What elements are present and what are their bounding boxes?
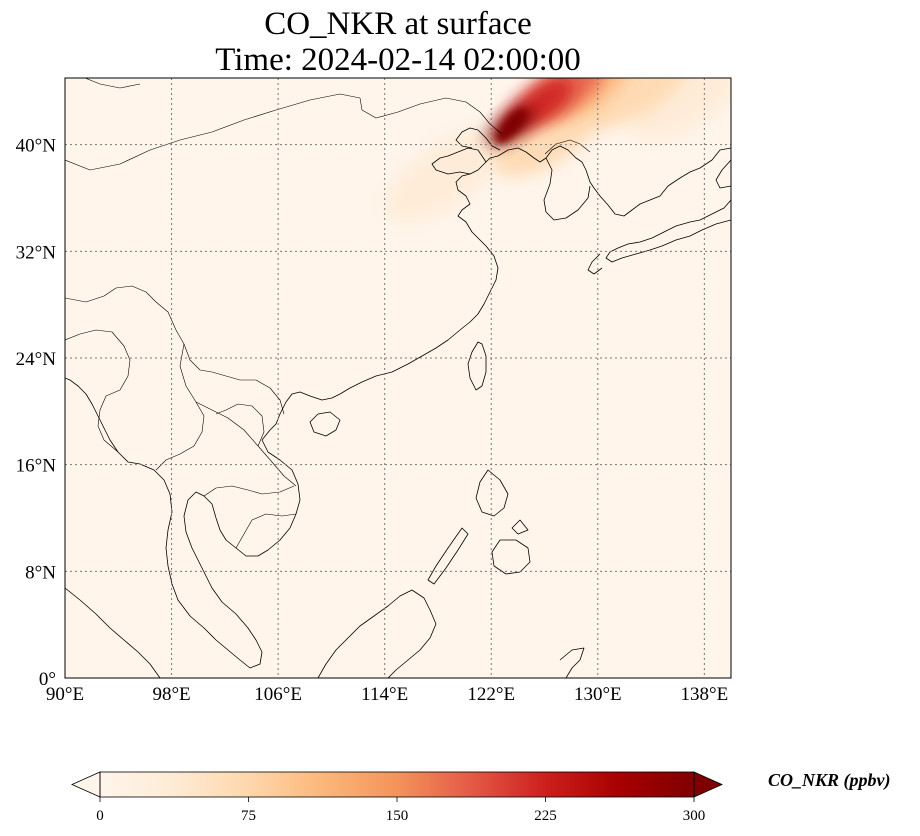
colorbar-extend-high [693,771,723,798]
plume-cell [384,128,505,223]
latitude-ticks: 0° 8°N 16°N 24°N 32°N 40°N [16,136,57,690]
map-background [65,78,731,678]
plume-cell [582,78,693,128]
colorbar-label: CO_NKR (ppbv) [768,770,891,790]
lat-tick-label: 24°N [16,349,57,370]
map-title: CO_NKR at surface Time: 2024-02-14 02:00… [65,6,731,78]
co-plume-layer [384,78,731,223]
coastlines [65,127,731,678]
lon-tick-label: 98°E [152,684,190,705]
lon-tick-label: 106°E [254,684,302,705]
country-borders [65,78,591,549]
colorbar: 0 75 150 225 300 [71,771,723,824]
plume-cell [632,78,731,141]
lat-tick-label: 8°N [25,562,56,583]
plume-core [495,108,527,144]
colorbar-ticks: 0 75 150 225 300 [96,797,705,824]
lon-tick-label: 90°E [46,684,84,705]
lat-tick-label: 40°N [16,136,57,157]
map-panel [64,77,732,679]
lat-tick-label: 16°N [16,456,57,477]
longitude-ticks: 90°E 98°E 106°E 114°E 122°E 130°E 138°E [46,684,728,705]
lat-tick-label: 0° [39,669,56,690]
colorbar-tick-label: 300 [683,808,706,824]
colorbar-tick-label: 225 [534,808,557,824]
title-line-2: Time: 2024-02-14 02:00:00 [215,42,581,78]
lon-tick-label: 130°E [574,684,622,705]
colorbar-tick-label: 150 [386,808,409,824]
lon-tick-label: 122°E [467,684,515,705]
lon-tick-label: 138°E [681,684,729,705]
lon-tick-label: 114°E [361,684,408,705]
map-frame [64,77,732,679]
colorbar-tick-label: 0 [96,808,104,824]
colorbar-gradient [100,772,694,797]
title-line-1: CO_NKR at surface [264,6,532,42]
colorbar-extend-low [71,771,101,798]
colorbar-tick-label: 75 [241,808,256,824]
gridlines [65,78,731,678]
lat-tick-label: 32°N [16,242,57,263]
